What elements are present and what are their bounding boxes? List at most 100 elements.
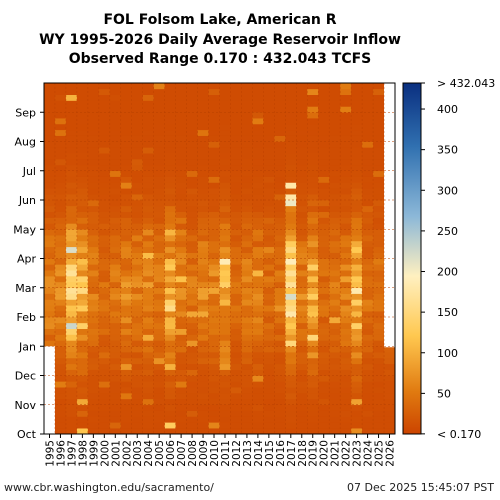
heatmap-cell [362, 211, 374, 218]
heatmap-cell [87, 200, 100, 207]
heatmap-cell [318, 223, 330, 230]
heatmap-cell [307, 235, 319, 242]
heatmap-cell [307, 246, 319, 253]
heatmap-cell [142, 422, 154, 429]
heatmap-cell [65, 170, 78, 177]
heatmap-cell [274, 270, 286, 277]
heatmap-cell [109, 252, 122, 259]
heatmap-cell [98, 164, 111, 172]
heatmap-cell [252, 240, 264, 248]
heatmap-cell [219, 88, 231, 95]
heatmap-cell [175, 334, 187, 341]
heatmap-cell [274, 299, 286, 306]
heatmap-cell [87, 387, 100, 394]
heatmap-cell [318, 194, 330, 201]
heatmap-cell [175, 328, 187, 335]
heatmap-cell [219, 170, 231, 177]
heatmap-cell [263, 322, 275, 329]
heatmap-cell [142, 94, 154, 101]
heatmap-cell [318, 311, 330, 318]
heatmap-cell [197, 410, 209, 417]
heatmap-cell [351, 164, 363, 172]
heatmap-cell [76, 264, 89, 271]
heatmap-cell [285, 416, 297, 423]
heatmap-cell [175, 270, 187, 277]
heatmap-cell [186, 252, 198, 259]
heatmap-cell [142, 287, 154, 294]
heatmap-cell [120, 123, 133, 131]
heatmap-cell [44, 281, 56, 289]
heatmap-cell [44, 200, 56, 207]
heatmap-cell [131, 246, 144, 253]
heatmap-cell [296, 135, 308, 142]
heatmap-cell [131, 182, 144, 189]
heatmap-cell [219, 264, 231, 271]
heatmap-cell [351, 293, 363, 300]
heatmap-cell [373, 428, 385, 435]
x-tick-label-2021: 2021 [330, 440, 342, 467]
heatmap-cell [252, 346, 264, 353]
heatmap-cell [285, 205, 297, 212]
heatmap-cell [340, 340, 352, 347]
heatmap-cell [307, 422, 319, 429]
heatmap-cell [241, 88, 253, 95]
heatmap-cell [175, 287, 187, 294]
heatmap-cell [76, 153, 89, 160]
heatmap-cell [54, 404, 67, 411]
heatmap-cell [65, 287, 78, 294]
heatmap-cell [153, 188, 165, 195]
heatmap-cell [175, 352, 187, 359]
heatmap-cell [175, 357, 187, 365]
heatmap-cell [241, 123, 253, 131]
heatmap-cell [263, 404, 275, 411]
heatmap-cell [131, 264, 144, 271]
heatmap-cell [54, 393, 67, 400]
heatmap-cell [76, 276, 89, 283]
heatmap-cell [131, 322, 144, 329]
heatmap-cell [373, 170, 385, 177]
heatmap-cell [252, 211, 264, 218]
heatmap-cell [340, 100, 352, 107]
heatmap-cell [373, 375, 385, 382]
heatmap-cell [142, 340, 154, 347]
heatmap-cell [87, 246, 100, 253]
heatmap-cell [362, 88, 374, 95]
heatmap-cell [65, 410, 78, 417]
heatmap-cell [109, 176, 122, 183]
heatmap-cell [296, 123, 308, 131]
heatmap-cell [186, 205, 198, 212]
y-tick-label-feb: Feb [17, 311, 36, 324]
heatmap-cell [329, 334, 341, 341]
colorbar-tick-label: 250 [437, 225, 458, 238]
heatmap-cell [307, 428, 319, 435]
heatmap-cell [362, 176, 374, 183]
heatmap-cell [197, 387, 209, 394]
heatmap-cell [296, 387, 308, 394]
heatmap-cell [384, 398, 396, 406]
heatmap-cell [54, 428, 67, 435]
heatmap-cell [54, 299, 67, 306]
heatmap-cell [274, 123, 286, 131]
heatmap-cell [219, 287, 231, 294]
heatmap-cell [109, 311, 122, 318]
heatmap-cell [120, 112, 133, 119]
x-tick-label-2004: 2004 [143, 440, 155, 467]
heatmap-cell [230, 235, 242, 242]
heatmap-cell [340, 428, 352, 435]
heatmap-cell [197, 112, 209, 119]
heatmap-cell [153, 240, 165, 248]
heatmap-cell [263, 428, 275, 435]
heatmap-cell [351, 404, 363, 411]
heatmap-cell [219, 223, 231, 230]
y-tick-label-may: May [13, 223, 36, 236]
heatmap-cell [153, 235, 165, 242]
heatmap-cell [120, 135, 133, 142]
heatmap-cell [296, 200, 308, 207]
heatmap-cell [296, 281, 308, 289]
heatmap-cell [98, 322, 111, 329]
heatmap-cell [252, 159, 264, 166]
heatmap-cell [142, 205, 154, 212]
heatmap-cell [98, 287, 111, 294]
heatmap-cell [44, 129, 56, 136]
heatmap-cell [219, 141, 231, 148]
